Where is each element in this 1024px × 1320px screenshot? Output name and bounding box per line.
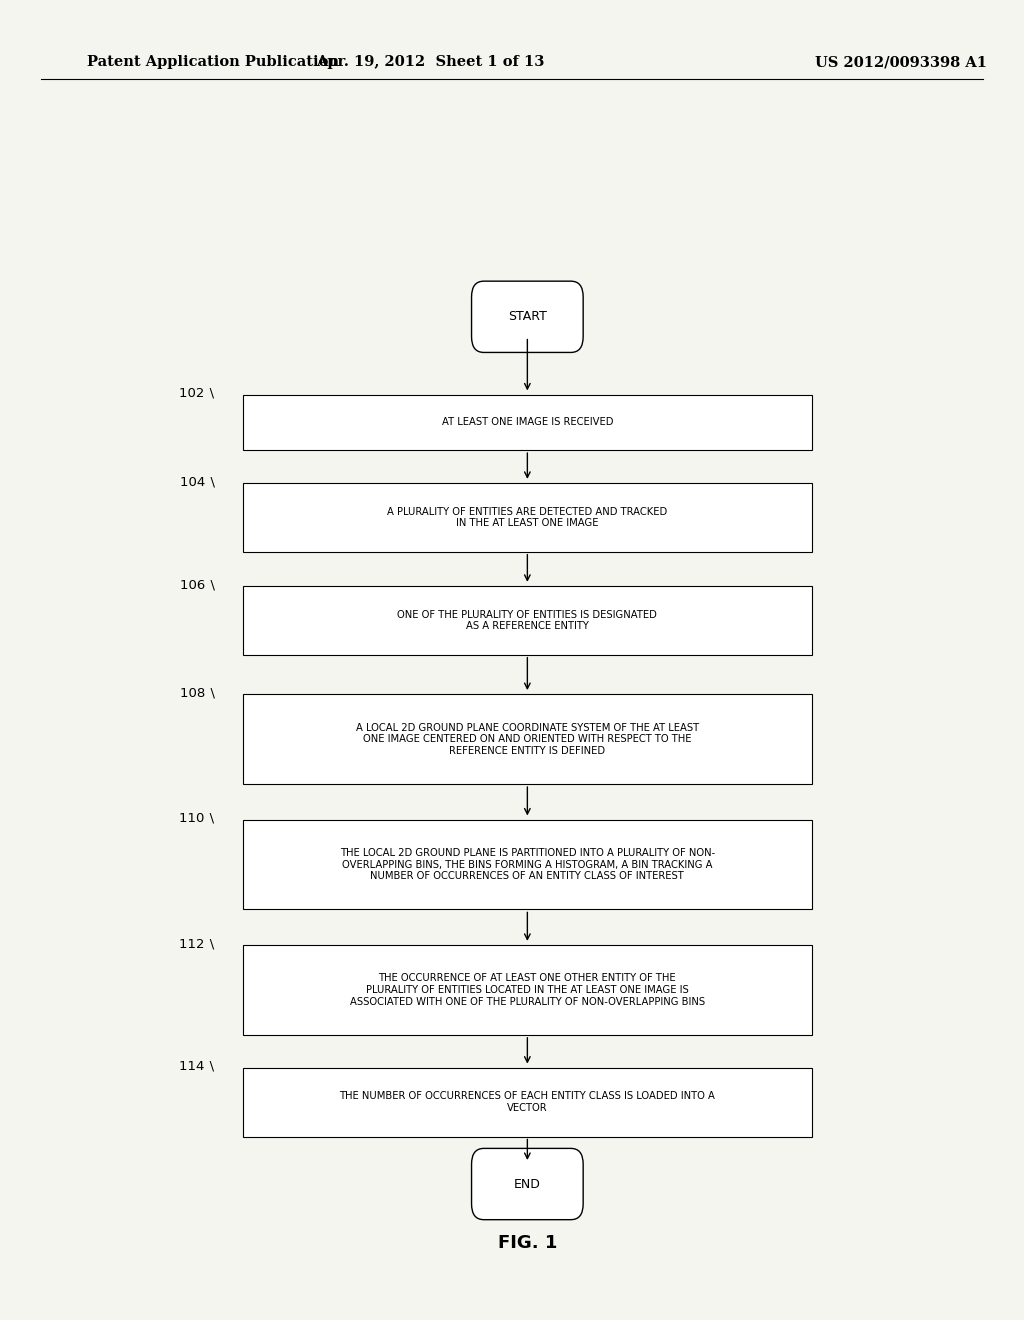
Text: 112  \: 112 \ (179, 937, 215, 950)
Text: START: START (508, 310, 547, 323)
Bar (244, 483, 811, 552)
Text: 102  \: 102 \ (179, 387, 215, 400)
Text: ONE OF THE PLURALITY OF ENTITIES IS DESIGNATED
AS A REFERENCE ENTITY: ONE OF THE PLURALITY OF ENTITIES IS DESI… (397, 610, 657, 631)
Text: Apr. 19, 2012  Sheet 1 of 13: Apr. 19, 2012 Sheet 1 of 13 (315, 55, 545, 69)
Text: A PLURALITY OF ENTITIES ARE DETECTED AND TRACKED
IN THE AT LEAST ONE IMAGE: A PLURALITY OF ENTITIES ARE DETECTED AND… (387, 507, 668, 528)
Text: Patent Application Publication: Patent Application Publication (87, 55, 339, 69)
Text: 108  \: 108 \ (179, 686, 215, 700)
Text: THE NUMBER OF OCCURRENCES OF EACH ENTITY CLASS IS LOADED INTO A
VECTOR: THE NUMBER OF OCCURRENCES OF EACH ENTITY… (339, 1092, 716, 1113)
Text: END: END (514, 1177, 541, 1191)
Bar (244, 1068, 811, 1137)
Text: 104  \: 104 \ (179, 475, 215, 488)
Text: FIG. 1: FIG. 1 (498, 1234, 557, 1253)
Bar (244, 586, 811, 655)
Text: 110  \: 110 \ (179, 812, 215, 825)
Bar (244, 694, 811, 784)
FancyBboxPatch shape (471, 1148, 584, 1220)
Text: THE OCCURRENCE OF AT LEAST ONE OTHER ENTITY OF THE
PLURALITY OF ENTITIES LOCATED: THE OCCURRENCE OF AT LEAST ONE OTHER ENT… (350, 973, 705, 1007)
Text: A LOCAL 2D GROUND PLANE COORDINATE SYSTEM OF THE AT LEAST
ONE IMAGE CENTERED ON : A LOCAL 2D GROUND PLANE COORDINATE SYSTE… (355, 722, 699, 756)
Bar (244, 395, 811, 450)
Bar (244, 945, 811, 1035)
Text: US 2012/0093398 A1: US 2012/0093398 A1 (815, 55, 987, 69)
Text: THE LOCAL 2D GROUND PLANE IS PARTITIONED INTO A PLURALITY OF NON-
OVERLAPPING BI: THE LOCAL 2D GROUND PLANE IS PARTITIONED… (340, 847, 715, 882)
Text: 106  \: 106 \ (179, 578, 215, 591)
FancyBboxPatch shape (471, 281, 584, 352)
Text: 114  \: 114 \ (179, 1060, 215, 1073)
Text: AT LEAST ONE IMAGE IS RECEIVED: AT LEAST ONE IMAGE IS RECEIVED (441, 417, 613, 428)
Bar (244, 820, 811, 909)
